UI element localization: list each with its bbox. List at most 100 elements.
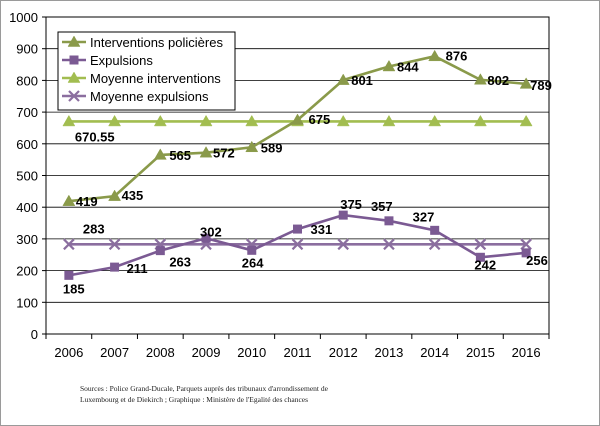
y-tick-label: 400 <box>16 200 38 215</box>
data-point <box>519 77 533 89</box>
data-point <box>382 59 396 72</box>
average-interventions-label: 670.55 <box>75 129 115 144</box>
data-point <box>153 114 167 127</box>
legend-box <box>57 31 236 111</box>
data-point <box>245 114 259 127</box>
data-label: 802 <box>487 73 509 88</box>
data-label: 876 <box>446 48 468 63</box>
x-tick-label: 2013 <box>374 345 403 360</box>
data-point <box>383 238 395 251</box>
average-expulsions-label: 283 <box>83 221 105 236</box>
data-labels: 419 435 565 572 589 675 801 844 876 802 789 185 211 2… <box>63 48 552 296</box>
data-label: 302 <box>200 224 222 239</box>
data-point <box>384 216 394 226</box>
data-point <box>155 246 165 256</box>
x-tick-label: 2006 <box>54 345 83 360</box>
y-tick-label: 900 <box>16 42 38 57</box>
x-tick-label: 2009 <box>192 345 221 360</box>
x-tick-label: 2007 <box>100 345 129 360</box>
data-point <box>474 238 487 251</box>
data-label: 801 <box>351 73 373 88</box>
y-tick-label: 1000 <box>9 10 38 25</box>
data-label: 435 <box>122 188 144 203</box>
data-point <box>336 114 350 127</box>
data-point <box>62 114 76 127</box>
legend-label: Interventions policières <box>90 35 223 50</box>
data-label: 589 <box>261 140 283 155</box>
data-label: 675 <box>309 112 331 127</box>
legend-swatch-marker <box>67 71 81 83</box>
data-point <box>428 114 442 127</box>
data-label: 264 <box>242 255 264 270</box>
data-label: 327 <box>413 209 435 224</box>
legend-label: Expulsions <box>90 53 153 68</box>
legend: Interventions policières Expulsions Moyenn… <box>57 31 236 111</box>
source-note: Sources : Police Grand-Ducale, Parquets … <box>80 383 540 405</box>
x-tick-label: 2012 <box>329 345 358 360</box>
data-point <box>293 224 302 234</box>
data-point <box>291 238 304 251</box>
source-line-2: Luxembourg et de Diekirch ; Graphique : … <box>80 395 309 404</box>
data-point <box>338 210 348 220</box>
data-label: 263 <box>169 255 191 270</box>
data-point <box>382 114 396 127</box>
legend-label: Moyenne interventions <box>90 71 221 86</box>
data-point <box>108 114 122 127</box>
data-label: 844 <box>397 59 419 74</box>
data-point <box>108 238 121 251</box>
y-tick-label: 700 <box>16 105 38 120</box>
data-label: 565 <box>169 148 191 163</box>
series <box>62 49 533 280</box>
legend-label: Moyenne expulsions <box>90 89 209 104</box>
x-tick-label: 2015 <box>466 345 495 360</box>
data-point <box>64 270 74 280</box>
y-tick-label: 0 <box>31 327 38 342</box>
axes: 0 100 200 300 400 500 600 700 800 900 1000 2006 2007… <box>9 10 550 360</box>
x-tick-label: 2008 <box>146 345 175 360</box>
data-label: 331 <box>311 222 333 237</box>
data-label: 572 <box>213 146 235 161</box>
data-point <box>428 238 441 251</box>
data-point <box>63 238 75 251</box>
x-tick-label: 2010 <box>237 345 266 360</box>
gridlines <box>45 16 550 335</box>
data-label: 242 <box>474 257 496 272</box>
data-label: 256 <box>526 253 548 268</box>
data-point <box>245 140 259 153</box>
data-label: 419 <box>76 194 98 209</box>
y-tick-label: 600 <box>16 137 38 152</box>
data-point <box>475 252 485 262</box>
data-point <box>519 114 533 127</box>
data-point <box>473 73 487 85</box>
data-point <box>520 238 532 251</box>
data-point <box>110 262 120 272</box>
x-tick-label: 2011 <box>284 345 312 360</box>
y-tick-label: 300 <box>16 232 38 247</box>
data-label: 375 <box>340 197 362 212</box>
data-label: 211 <box>127 261 148 276</box>
x-tick-label: 2016 <box>512 345 541 360</box>
data-point <box>201 233 211 243</box>
y-tick-label: 100 <box>16 295 38 310</box>
data-point <box>291 113 304 125</box>
data-point <box>430 225 440 235</box>
data-point <box>473 114 487 127</box>
data-point <box>199 146 213 158</box>
data-point <box>521 248 531 258</box>
data-point <box>247 245 257 255</box>
y-tick-label: 500 <box>16 169 38 184</box>
data-point <box>336 73 350 85</box>
legend-swatch-marker <box>69 55 79 65</box>
data-label: 789 <box>530 78 552 93</box>
y-tick-label: 800 <box>16 73 38 88</box>
source-line-1: Sources : Police Grand-Ducale, Parquets … <box>80 384 328 393</box>
x-tick-label: 2014 <box>420 345 449 360</box>
data-label: 357 <box>371 199 393 214</box>
data-point <box>337 238 350 251</box>
legend-swatch-marker <box>68 90 80 102</box>
y-tick-label: 200 <box>16 264 38 279</box>
data-point <box>428 49 442 62</box>
data-point <box>153 148 167 160</box>
data-point <box>62 194 76 206</box>
